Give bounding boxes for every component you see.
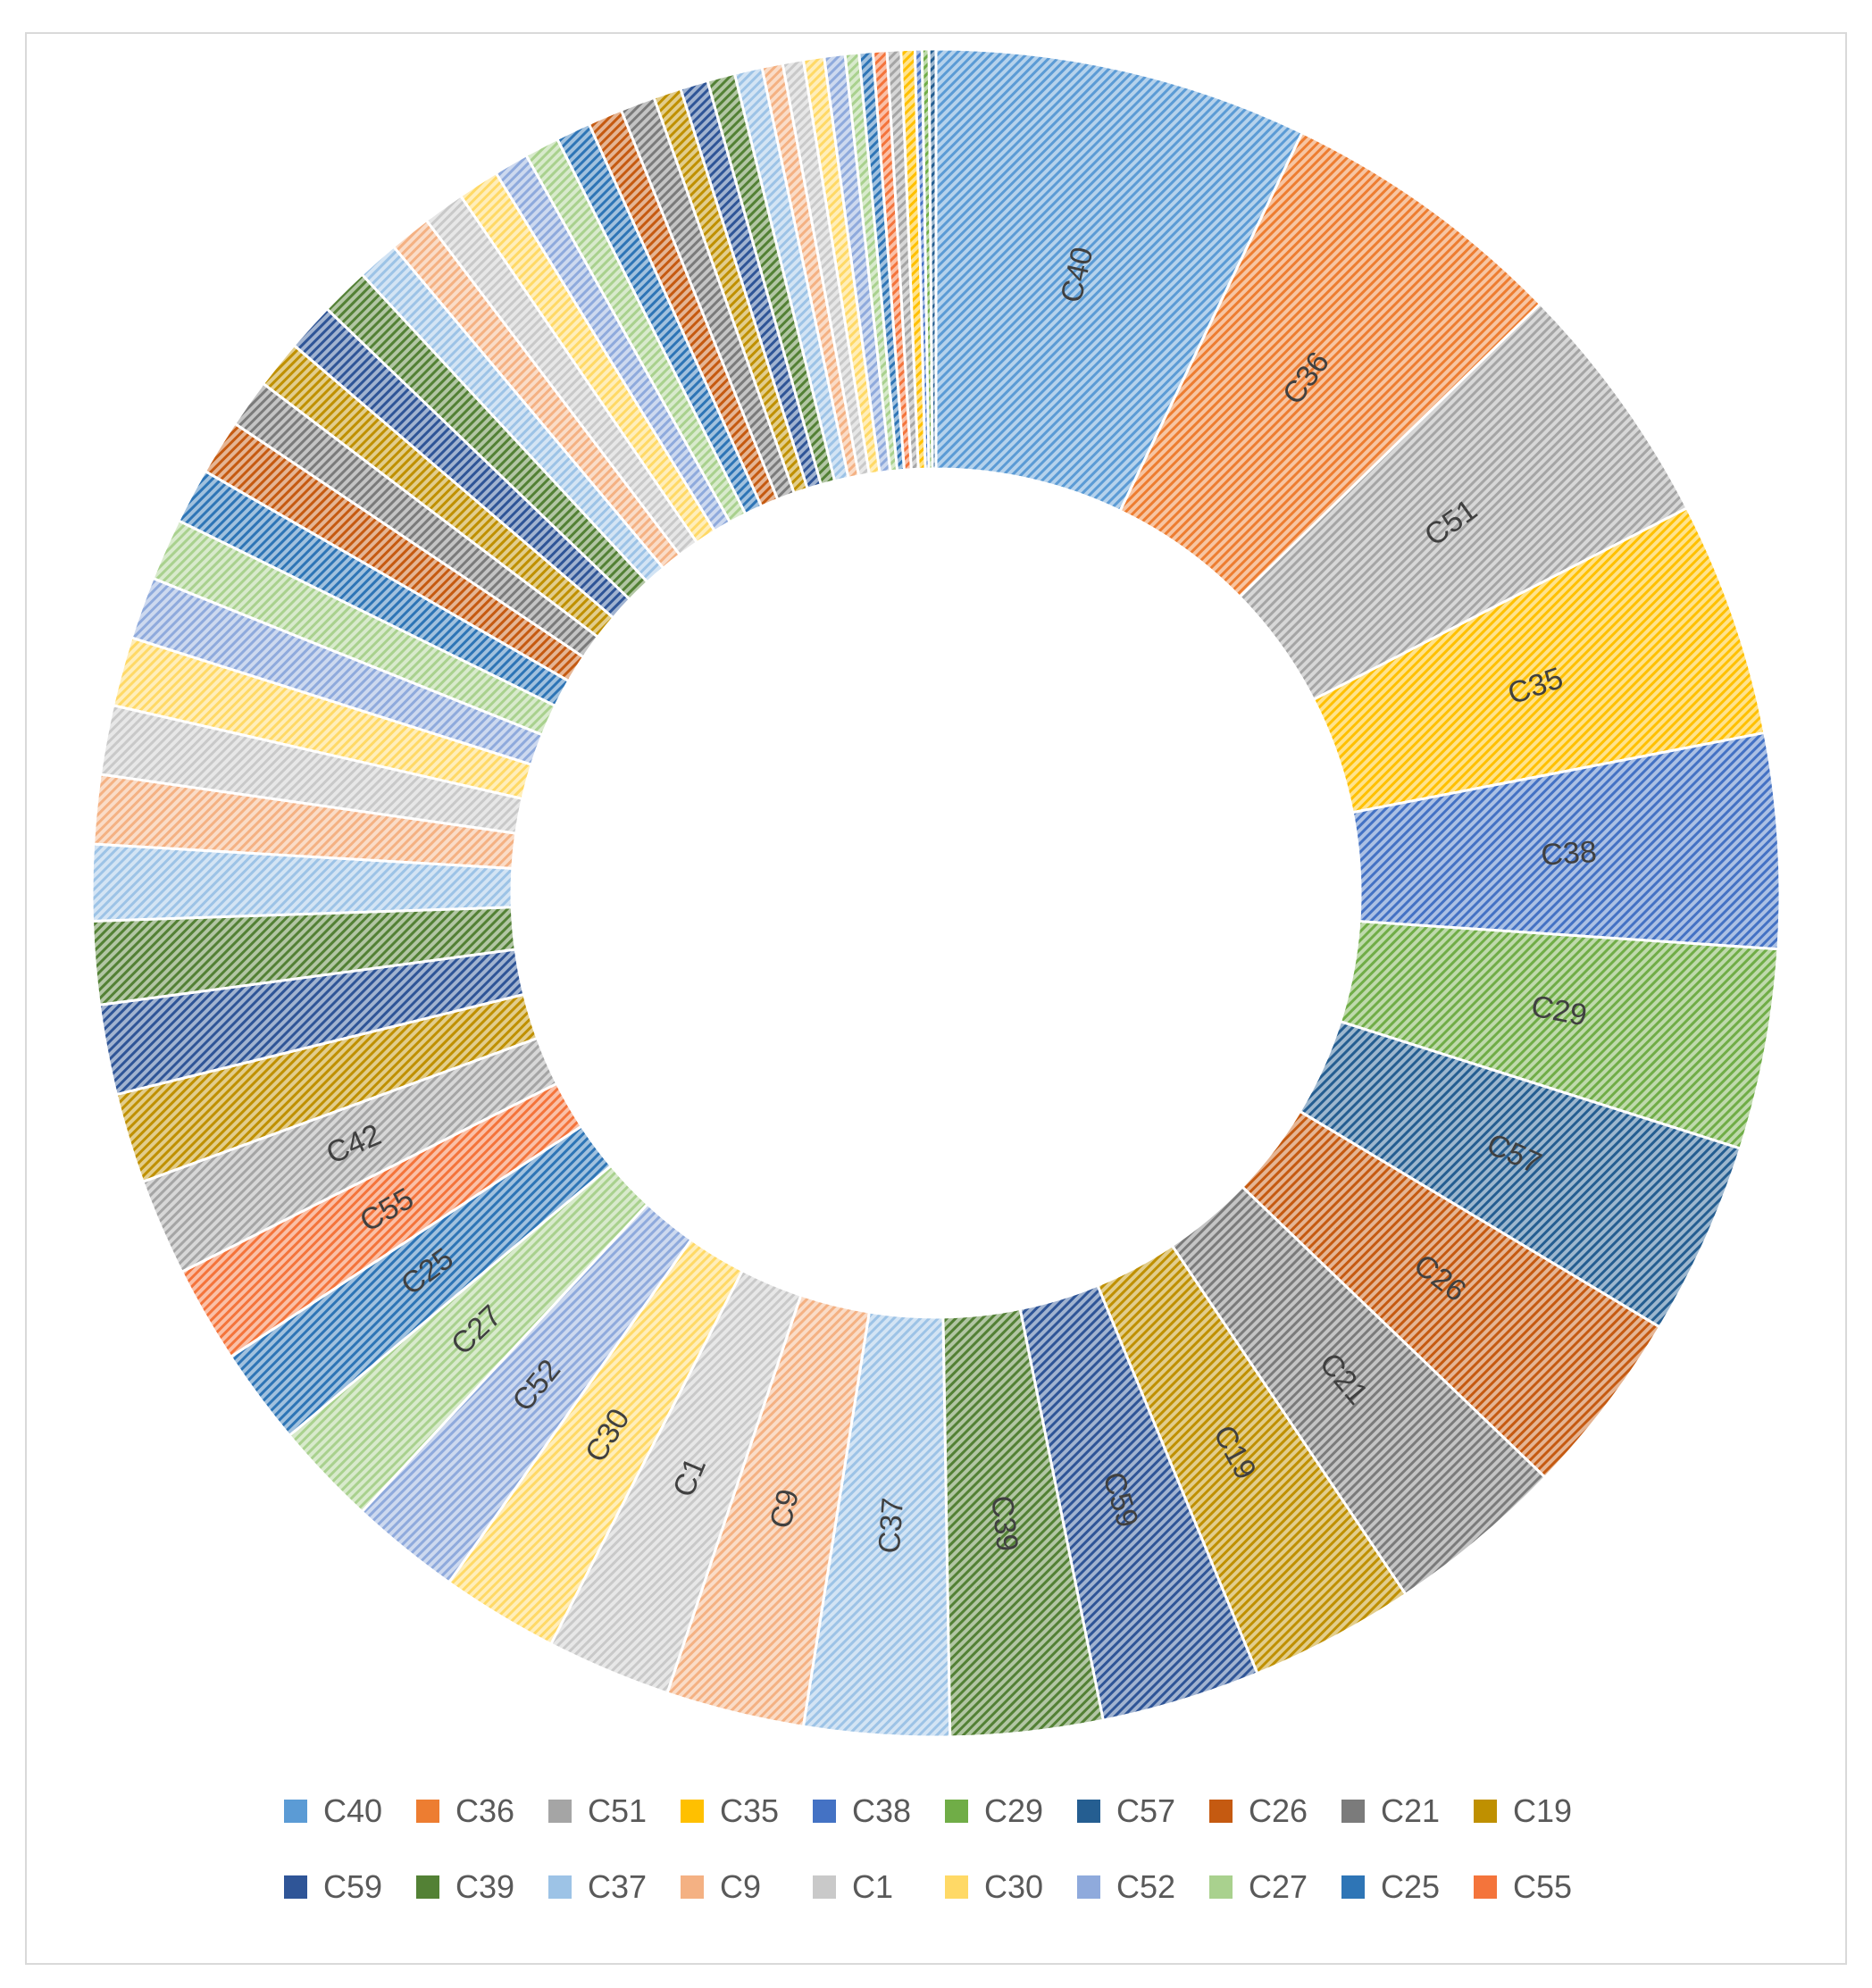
legend-item-c55: C55 [1474,1868,1588,1906]
legend-item-c36: C36 [416,1792,531,1830]
legend-label: C9 [720,1868,762,1905]
legend-label: C37 [588,1868,648,1905]
legend-swatch-c40 [284,1800,307,1823]
legend-item-c27: C27 [1209,1868,1324,1906]
legend-item-c25: C25 [1341,1868,1456,1906]
legend-item-c59: C59 [284,1868,398,1906]
legend-label: C29 [984,1792,1044,1829]
legend-swatch-c30 [945,1875,968,1899]
legend-item-c1: C1 [813,1868,927,1906]
legend-item-c19: C19 [1474,1792,1588,1830]
legend-swatch-c27 [1209,1875,1233,1899]
legend-item-c57: C57 [1077,1792,1191,1830]
legend-row-2: C59 C39 C37 C9 C1 C30 C52 C27 C25 C55 [0,1868,1872,1906]
legend-swatch-c26 [1209,1800,1233,1823]
legend-label: C25 [1381,1868,1441,1905]
legend-swatch-c1 [813,1875,836,1899]
legend-label: C36 [455,1792,515,1829]
legend-item-c9: C9 [681,1868,795,1906]
legend-label: C40 [323,1792,383,1829]
slice-c40 [934,47,1305,514]
legend-label: C19 [1513,1792,1573,1829]
legend-item-c40: C40 [284,1792,398,1830]
legend-item-c35: C35 [681,1792,795,1830]
legend-label: C35 [720,1792,780,1829]
legend-label: C52 [1116,1868,1176,1905]
legend-item-c37: C37 [548,1868,663,1906]
legend-label: C27 [1249,1868,1308,1905]
legend-swatch-c59 [284,1875,307,1899]
legend-label: C51 [588,1792,648,1829]
legend-swatch-c39 [416,1875,439,1899]
legend-swatch-c29 [945,1800,968,1823]
legend-swatch-c35 [681,1800,704,1823]
legend-label: C1 [852,1868,894,1905]
legend-swatch-c57 [1077,1800,1100,1823]
slices-group [90,47,1782,1739]
slice-unlabeled-61 [927,47,938,471]
legend-label: C55 [1513,1868,1573,1905]
legend-swatch-c51 [548,1800,572,1823]
legend-label: C59 [323,1868,383,1905]
legend-swatch-c55 [1474,1875,1497,1899]
legend-label: C30 [984,1868,1044,1905]
legend-label: C57 [1116,1792,1176,1829]
legend-item-c30: C30 [945,1868,1059,1906]
legend-swatch-c52 [1077,1875,1100,1899]
legend-label: C39 [455,1868,515,1905]
legend-item-c26: C26 [1209,1792,1324,1830]
legend-item-c21: C21 [1341,1792,1456,1830]
legend-swatch-c36 [416,1800,439,1823]
legend-swatch-c38 [813,1800,836,1823]
legend-item-c52: C52 [1077,1868,1191,1906]
legend-swatch-c9 [681,1875,704,1899]
legend-swatch-c19 [1474,1800,1497,1823]
legend-item-c38: C38 [813,1792,927,1830]
legend-swatch-c37 [548,1875,572,1899]
legend-swatch-c25 [1341,1875,1365,1899]
legend-item-c39: C39 [416,1868,531,1906]
legend-item-c51: C51 [548,1792,663,1830]
legend-row-1: C40 C36 C51 C35 C38 C29 C57 C26 C21 C19 [0,1792,1872,1830]
legend-label: C26 [1249,1792,1308,1829]
slice-label-c39: C39 [984,1494,1024,1553]
legend-item-c29: C29 [945,1792,1059,1830]
legend-label: C38 [852,1792,912,1829]
legend-swatch-c21 [1341,1800,1365,1823]
slice-label-c38: C38 [1540,835,1598,873]
legend-label: C21 [1381,1792,1441,1829]
slice-label-c37: C37 [873,1497,910,1555]
